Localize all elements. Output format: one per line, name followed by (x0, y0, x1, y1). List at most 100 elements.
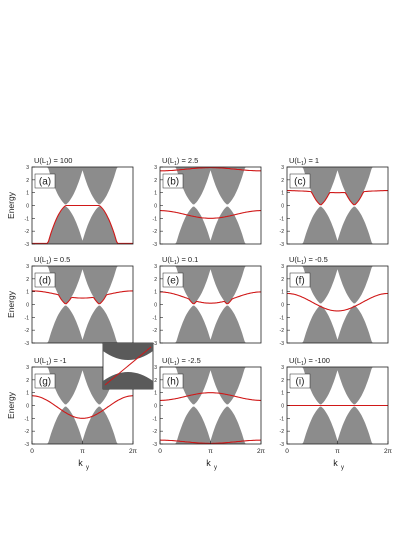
panel-title-prefix: U(L (162, 156, 174, 165)
y-tick-label: 0 (26, 204, 29, 210)
y-tick-label: 0 (281, 404, 284, 410)
x-tick-label: 2π (384, 448, 393, 455)
panel-title: U(L1) = -100 (289, 356, 330, 367)
x-tick-label: 0 (158, 448, 162, 455)
panel-title: U(L1) = 2.5 (162, 156, 198, 167)
y-tick-label: -3 (280, 242, 285, 248)
panel-letter-box (162, 173, 184, 189)
panel-letter: (d) (39, 276, 51, 287)
y-tick-label: 2 (154, 277, 157, 283)
y-tick-label: 2 (281, 178, 284, 184)
edge-state-curve (160, 291, 261, 305)
x-axis-label-sub: y (86, 465, 89, 471)
lower-bulk-band (160, 305, 261, 343)
y-tick-label: -2 (280, 229, 285, 235)
panel-letter: (f) (295, 276, 304, 287)
panel-letter-box (289, 373, 311, 389)
y-tick-label: -1 (280, 216, 285, 222)
lower-bulk-band (287, 206, 388, 244)
y-tick-label: 1 (154, 391, 157, 397)
lower-bulk-band (32, 406, 133, 444)
y-tick-label: 2 (26, 178, 29, 184)
y-tick-label: 1 (281, 391, 284, 397)
y-tick-label: 0 (154, 404, 157, 410)
y-tick-label: -2 (25, 229, 30, 235)
x-tick-label: 0 (30, 448, 34, 455)
edge-state-curve (287, 292, 388, 312)
panel-letter-box (289, 173, 311, 189)
y-tick-label: 1 (26, 391, 29, 397)
panel-title-subscript: 1 (301, 361, 304, 367)
y-tick-label: -1 (280, 416, 285, 422)
panel-letter: (h) (167, 377, 179, 388)
y-tick-label: -2 (280, 328, 285, 334)
x-tick-label: π (80, 448, 85, 455)
panel-letter: (c) (294, 177, 306, 188)
y-tick-label: 0 (281, 204, 284, 210)
upper-bulk-band (32, 266, 133, 304)
panel-letter-box (162, 373, 184, 389)
y-tick-label: 3 (154, 264, 157, 270)
y-tick-label: -2 (25, 328, 30, 334)
y-tick-label: -1 (153, 315, 158, 321)
panel-title-prefix: U(L (289, 356, 301, 365)
panel-title-prefix: U(L (34, 356, 46, 365)
panel-title: U(L1) = 1 (289, 156, 319, 167)
panel-letter: (g) (39, 377, 51, 388)
y-tick-label: -1 (153, 416, 158, 422)
panel-title-value: ) = -0.5 (304, 255, 328, 264)
y-tick-label: 2 (26, 378, 29, 384)
panel-title-prefix: U(L (34, 156, 46, 165)
y-axis-label: Energy (6, 391, 16, 419)
y-tick-label: 1 (281, 191, 284, 197)
panel-title-prefix: U(L (34, 255, 46, 264)
upper-bulk-band (160, 167, 261, 205)
edge-state-curve (31, 395, 134, 419)
y-tick-label: -3 (25, 341, 30, 347)
y-tick-label: -3 (153, 341, 158, 347)
x-axis-label-sub: y (214, 465, 217, 471)
y-tick-label: 3 (26, 365, 29, 371)
y-tick-label: -2 (25, 429, 30, 435)
panel-title-prefix: U(L (162, 255, 174, 264)
panel-letter-box (34, 373, 56, 389)
panel-title-subscript: 1 (174, 260, 177, 266)
lower-bulk-band (32, 305, 133, 343)
y-tick-label: -1 (153, 216, 158, 222)
panel-title: U(L1) = 0.1 (162, 255, 198, 266)
inset-edge-state (104, 346, 152, 386)
upper-bulk-band (160, 266, 261, 304)
panel-letter-box (34, 173, 56, 189)
panel-title-value: ) = -1 (49, 356, 67, 365)
y-tick-label: 1 (154, 290, 157, 296)
panel-letter-box (289, 272, 311, 288)
panel-title-prefix: U(L (289, 255, 301, 264)
panel-title: U(L1) = -1 (34, 356, 67, 367)
upper-bulk-band (287, 167, 388, 205)
x-axis-label: k (78, 458, 83, 468)
panel-letter: (e) (167, 276, 179, 287)
panel-title-value: ) = -100 (304, 356, 330, 365)
y-tick-label: -1 (25, 416, 30, 422)
x-tick-label: π (335, 448, 340, 455)
lower-bulk-band (160, 406, 261, 444)
y-tick-label: -2 (280, 429, 285, 435)
edge-state-curve-2 (160, 392, 261, 401)
y-tick-label: 0 (154, 204, 157, 210)
panel-title-prefix: U(L (289, 156, 301, 165)
y-tick-label: -2 (153, 328, 158, 334)
panel-title-prefix: U(L (162, 356, 174, 365)
y-tick-label: 0 (26, 404, 29, 410)
x-tick-label: 0 (285, 448, 289, 455)
y-tick-label: -3 (153, 242, 158, 248)
y-tick-label: 0 (26, 303, 29, 309)
panel-letter-box (34, 272, 56, 288)
x-axis-label: k (333, 458, 338, 468)
y-tick-label: -3 (280, 442, 285, 448)
y-tick-label: 3 (154, 165, 157, 171)
